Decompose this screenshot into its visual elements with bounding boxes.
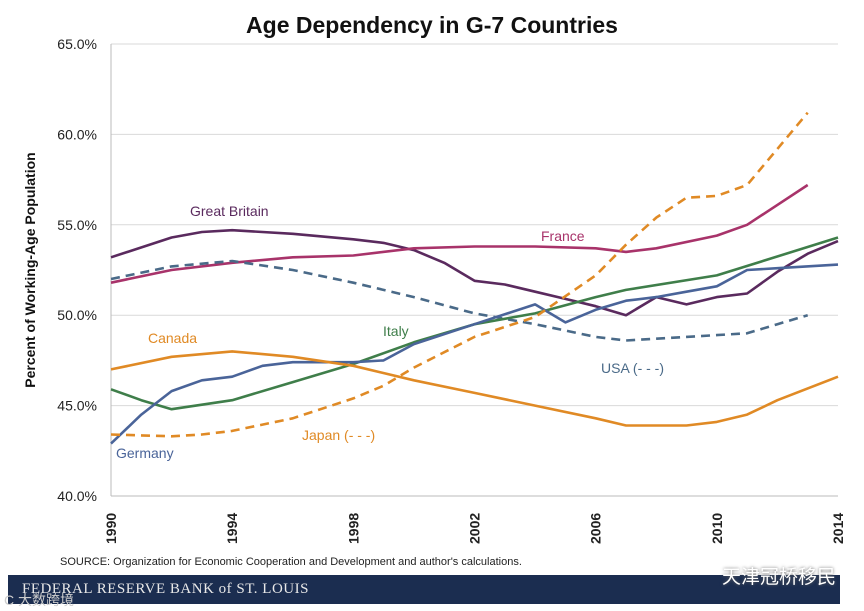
footer-banner: FEDERAL RESERVE BANK of ST. LOUIS: [8, 575, 840, 604]
series-line-japan: [110, 111, 809, 438]
series-label-canada: Canada: [148, 330, 197, 346]
source-note: SOURCE: Organization for Economic Cooper…: [60, 556, 522, 568]
series-line-italy: [110, 236, 839, 411]
chart-title: Age Dependency in G-7 Countries: [246, 12, 618, 38]
series-label-italy: Italy: [383, 323, 409, 339]
series-label-japan: Japan (- - -): [302, 427, 375, 443]
watermark: 天津冠桥移民: [721, 567, 836, 588]
series-label-usa: USA (- - -): [601, 360, 664, 376]
series-line-canada: [110, 350, 839, 427]
series-label-germany: Germany: [116, 445, 174, 461]
x-tick-label: 2014: [830, 513, 846, 544]
series-line-usa: [110, 259, 809, 342]
series-line-france: [110, 183, 809, 284]
series-label-great-britain: Great Britain: [190, 203, 269, 219]
y-tick-label: 40.0%: [57, 488, 97, 504]
x-tick-label: 2002: [467, 513, 483, 544]
y-tick-label: 65.0%: [57, 36, 97, 52]
series-line-germany: [110, 263, 839, 445]
y-tick-label: 55.0%: [57, 217, 97, 233]
x-tick-label: 2006: [588, 513, 604, 544]
series-line-great-britain: [110, 228, 839, 317]
x-tick-label: 2010: [709, 513, 725, 544]
watermark-secondary: C 大数跨境: [4, 592, 74, 608]
x-tick-label: 1990: [103, 513, 119, 544]
y-tick-label: 45.0%: [57, 398, 97, 414]
y-tick-label: 50.0%: [57, 307, 97, 323]
y-axis-label: Percent of Working-Age Population: [22, 152, 38, 388]
x-tick-label: 1994: [224, 513, 240, 544]
banner-text: FEDERAL RESERVE BANK of ST. LOUIS: [22, 581, 309, 597]
y-tick-label: 60.0%: [57, 126, 97, 142]
x-tick-label: 1998: [345, 513, 361, 544]
series-label-france: France: [541, 228, 585, 244]
